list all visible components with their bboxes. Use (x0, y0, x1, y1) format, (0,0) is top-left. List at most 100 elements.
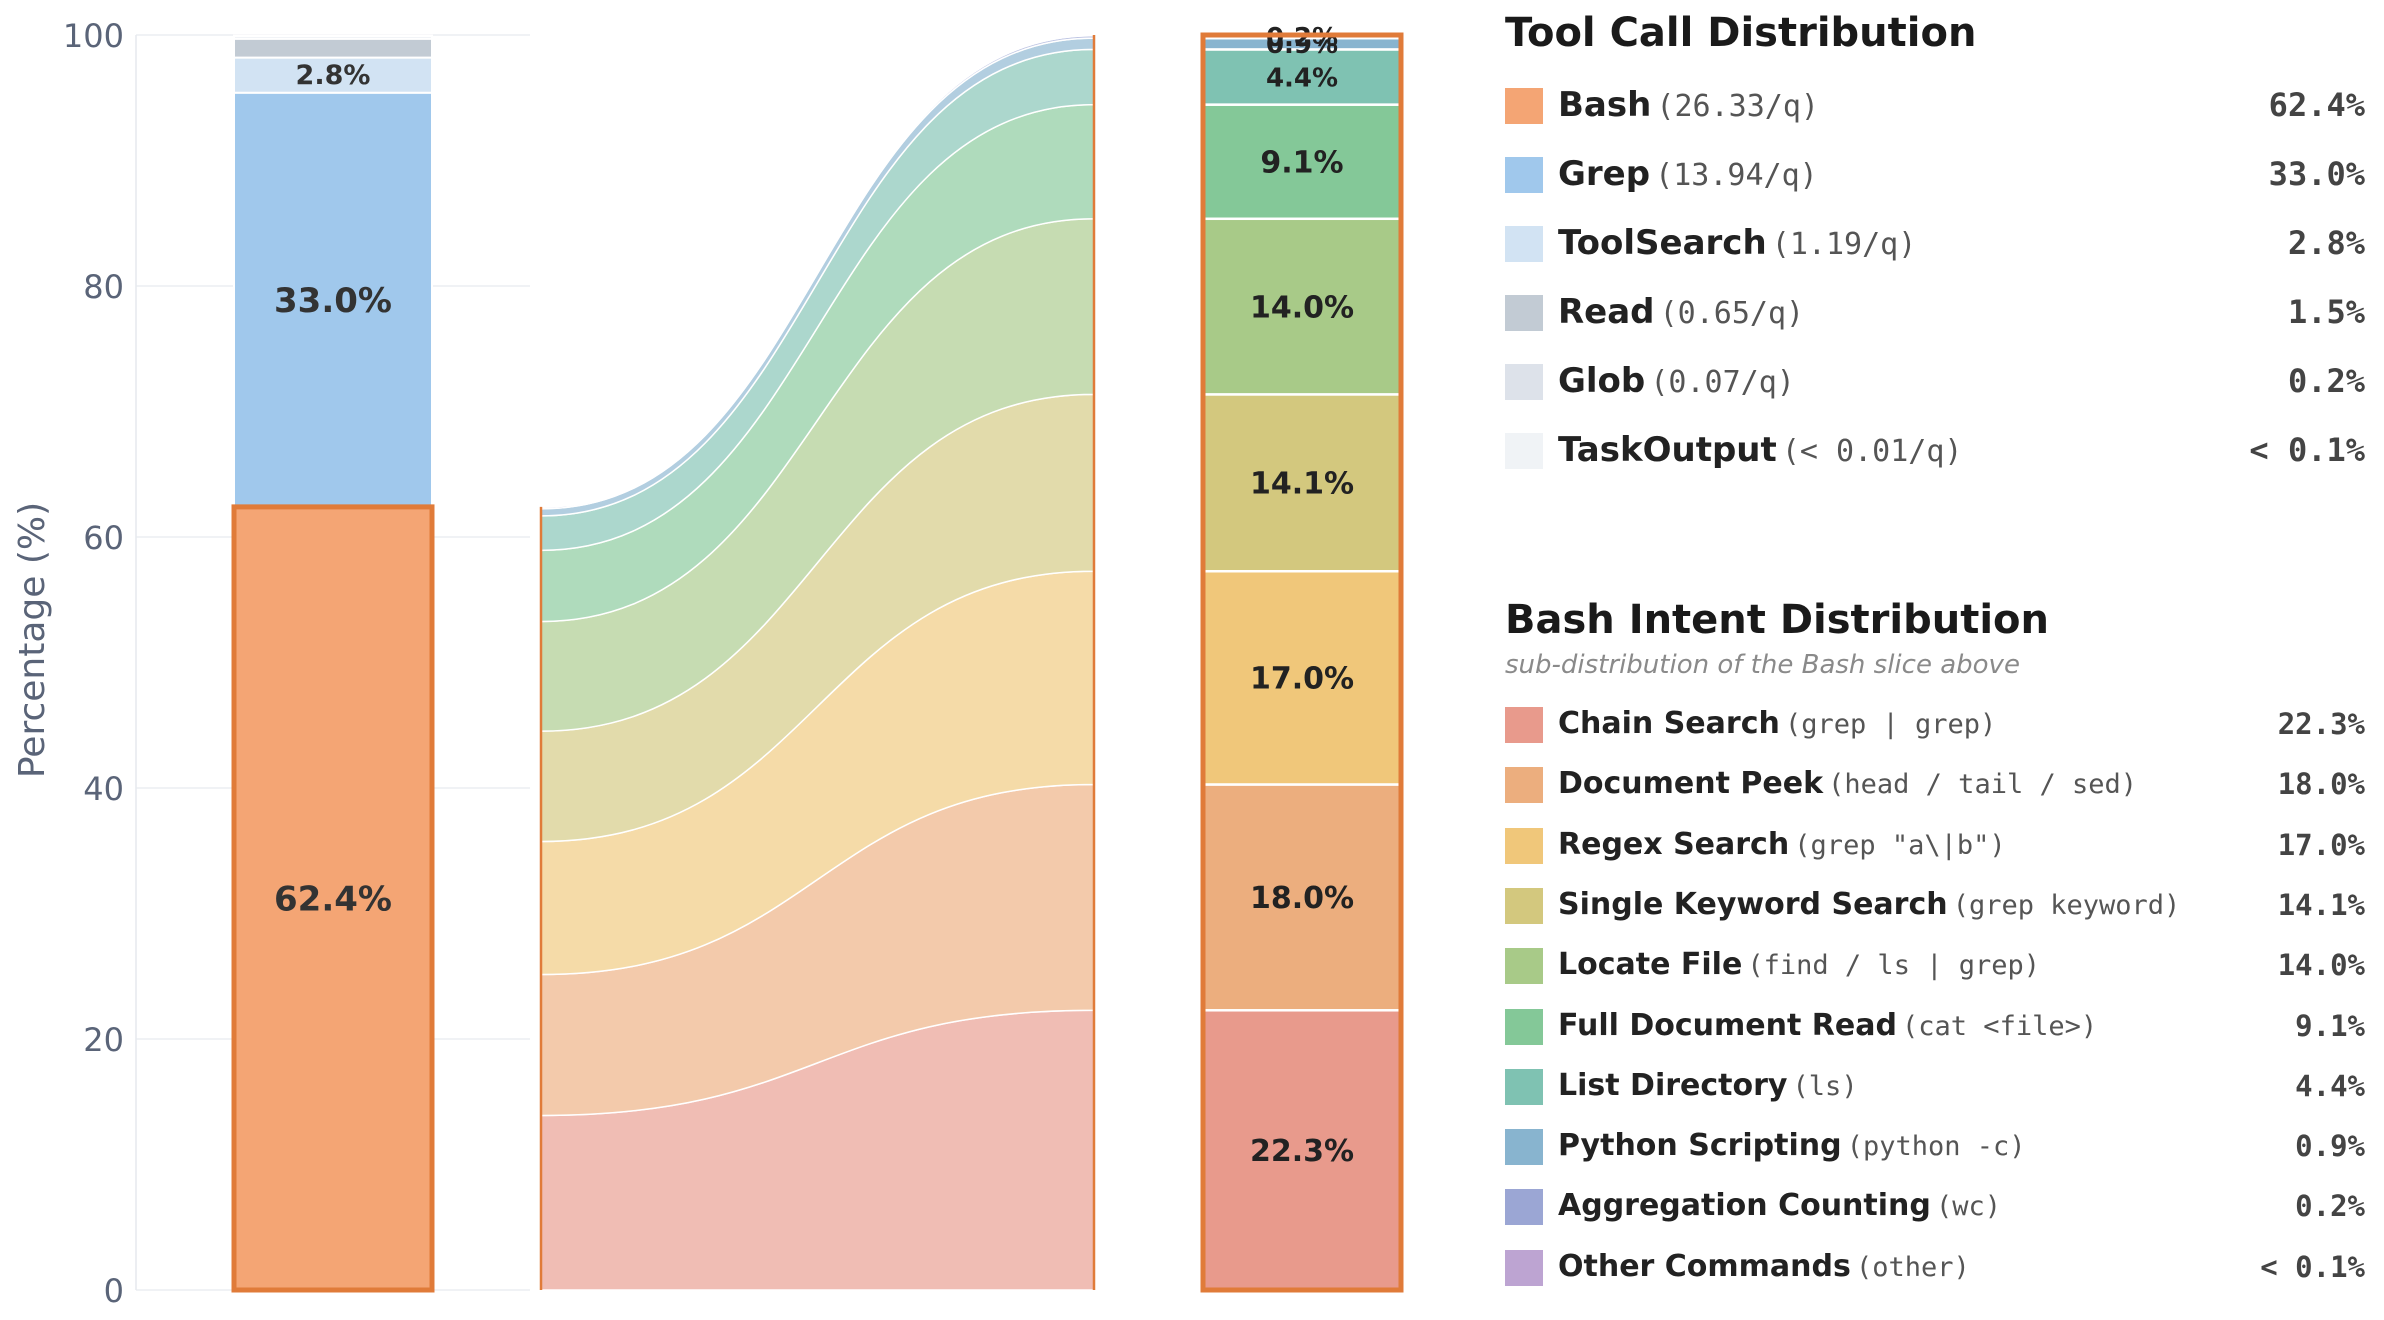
legend-text: Chain Search (grep | grep) (1558, 704, 1996, 748)
intent-bar-label: 17.0% (1250, 662, 1354, 697)
intent-bar-segment (1201, 783, 1403, 1012)
legend-panel: Tool Call Distribution Bash (26.33/q) 62.… (1505, 0, 2365, 1320)
tool-bar-segment-taskoutput (233, 34, 433, 38)
legend-detail: (grep keyword) (1952, 889, 2181, 921)
legend-swatch (1505, 1189, 1543, 1226)
legend-percent: 4.4% (2295, 1068, 2365, 1103)
legend-detail: (< 0.01/q) (1781, 434, 1963, 469)
legend-percent: 14.1% (2277, 887, 2365, 922)
tool-call-stacked-bar: 62.4% 33.0% 2.8% (231, 34, 435, 1293)
legend-item: TaskOutput (< 0.01/q) < 0.1% (1505, 430, 2365, 470)
legend-swatch (1505, 1129, 1543, 1166)
legend-name: Aggregation Counting (1558, 1188, 1931, 1224)
intent-bar-segment (1201, 1009, 1403, 1292)
legend-item: ToolSearch (1.19/q) 2.8% (1505, 223, 2365, 263)
intent-bar-label: 14.0% (1250, 290, 1354, 325)
legend-item: Aggregation Counting (wc) 0.2% (1505, 1186, 2365, 1226)
legend-swatch (1505, 364, 1543, 400)
legend-swatch (1505, 433, 1543, 469)
tool-bar-label: 33.0% (274, 281, 392, 321)
legend-text: Other Commands (other) (1558, 1247, 1970, 1291)
legend-name: Regex Search (1558, 826, 1790, 862)
y-tick-label: 20 (83, 1021, 124, 1059)
legend-name: Chain Search (1558, 706, 1780, 741)
legend-text: Document Peek (head / tail / sed) (1558, 764, 2137, 808)
legend-text: ToolSearch (1.19/q) (1558, 223, 1916, 269)
legend-text: Aggregation Counting (wc) (1558, 1186, 2001, 1230)
legend-percent: 9.1% (2295, 1008, 2365, 1043)
legend-percent: 0.2% (2287, 362, 2365, 400)
intent-bar-label: 22.3% (1250, 1134, 1354, 1169)
legend-item: Locate File (find / ls | grep) 14.0% (1505, 945, 2365, 985)
intent-bar-label: 18.0% (1250, 881, 1354, 916)
legend-text: Regex Search (grep "a\|b") (1558, 825, 2006, 869)
legend-item: Regex Search (grep "a\|b") 17.0% (1505, 825, 2365, 865)
legend-detail: (1.19/q) (1771, 227, 1917, 262)
bash-intent-stacked-bar: 22.3%18.0%17.0%14.1%14.0%9.1%4.4%0.9%0.2… (1200, 23, 1404, 1293)
legend-swatch (1505, 1008, 1543, 1045)
legend-swatch (1505, 767, 1543, 804)
tool-bar-segment-toolsearch (233, 56, 433, 94)
legend-item: Other Commands (other) < 0.1% (1505, 1247, 2365, 1287)
legend-percent: 0.9% (2295, 1129, 2365, 1164)
legend-item: Single Keyword Search (grep keyword) 14.1… (1505, 885, 2365, 925)
legend-swatch (1505, 88, 1543, 124)
legend-item: Read (0.65/q) 1.5% (1505, 292, 2365, 332)
bash-intent-legend-subtitle: sub-distribution of the Bash slice above (1505, 650, 2020, 680)
tool-call-legend-title: Tool Call Distribution (1505, 10, 1977, 56)
legend-name: Glob (1558, 361, 1646, 401)
legend-detail: (0.07/q) (1650, 365, 1795, 400)
legend-text: Full Document Read (cat <file>) (1558, 1006, 2097, 1050)
legend-detail: (python -c) (1846, 1131, 2026, 1163)
legend-detail: (0.65/q) (1659, 296, 1805, 331)
legend-name: Locate File (1558, 947, 1743, 983)
y-axis: Percentage (%) 0 20 40 60 80 100 (12, 17, 137, 1310)
legend-name: Document Peek (1558, 766, 1824, 802)
y-tick-label: 100 (63, 17, 124, 55)
y-tick-label: 0 (104, 1272, 124, 1310)
intent-bar-outline (1200, 32, 1404, 1293)
legend-detail: (wc) (1935, 1191, 2001, 1223)
legend-percent: 0.2% (2295, 1189, 2365, 1224)
legend-item: Python Scripting (python -c) 0.9% (1505, 1126, 2365, 1166)
bash-flow-bands (539, 34, 1096, 1291)
legend-percent: < 0.1% (2249, 431, 2365, 469)
legend-swatch (1505, 707, 1543, 743)
y-tick-label: 60 (83, 519, 124, 557)
legend-item: Chain Search (grep | grep) 22.3% (1505, 704, 2365, 744)
legend-swatch (1505, 1068, 1543, 1105)
y-axis-label: Percentage (%) (12, 502, 53, 778)
legend-text: Python Scripting (python -c) (1558, 1126, 2026, 1170)
y-tick-label: 80 (83, 268, 124, 306)
legend-detail: (find / ls | grep) (1747, 950, 2040, 982)
legend-name: Full Document Read (1558, 1007, 1897, 1043)
legend-detail: (grep | grep) (1784, 709, 1997, 740)
legend-detail: (ls) (1792, 1070, 1858, 1102)
legend-name: Other Commands (1558, 1248, 1851, 1284)
legend-percent: < 0.1% (2260, 1249, 2365, 1284)
y-tick-label: 40 (83, 770, 124, 808)
intent-bar-label: 9.1% (1260, 145, 1343, 180)
legend-detail: (13.94/q) (1655, 158, 1818, 193)
bash-intent-legend-title: Bash Intent Distribution (1505, 597, 2050, 643)
legend-swatch (1505, 1249, 1543, 1286)
legend-percent: 22.3% (2277, 707, 2365, 741)
intent-bar-label: 14.1% (1250, 467, 1354, 502)
legend-item: Bash (26.33/q) 62.4% (1505, 85, 2365, 125)
legend-percent: 62.4% (2268, 86, 2365, 124)
legend-item: Full Document Read (cat <file>) 9.1% (1505, 1006, 2365, 1046)
legend-name: TaskOutput (1558, 430, 1777, 470)
legend-percent: 33.0% (2268, 155, 2365, 193)
legend-item: Document Peek (head / tail / sed) 18.0% (1505, 764, 2365, 804)
legend-text: Bash (26.33/q) (1558, 85, 1819, 131)
legend-percent: 1.5% (2287, 293, 2365, 331)
legend-percent: 2.8% (2287, 224, 2365, 262)
legend-swatch (1505, 226, 1543, 262)
legend-text: TaskOutput (< 0.01/q) (1558, 430, 1962, 476)
intent-bar-label: 0.2% (1266, 23, 1338, 53)
legend-text: Single Keyword Search (grep keyword) (1558, 885, 2180, 929)
legend-text: Locate File (find / ls | grep) (1558, 945, 2040, 989)
legend-swatch (1505, 157, 1543, 193)
legend-name: Python Scripting (1558, 1128, 1842, 1164)
